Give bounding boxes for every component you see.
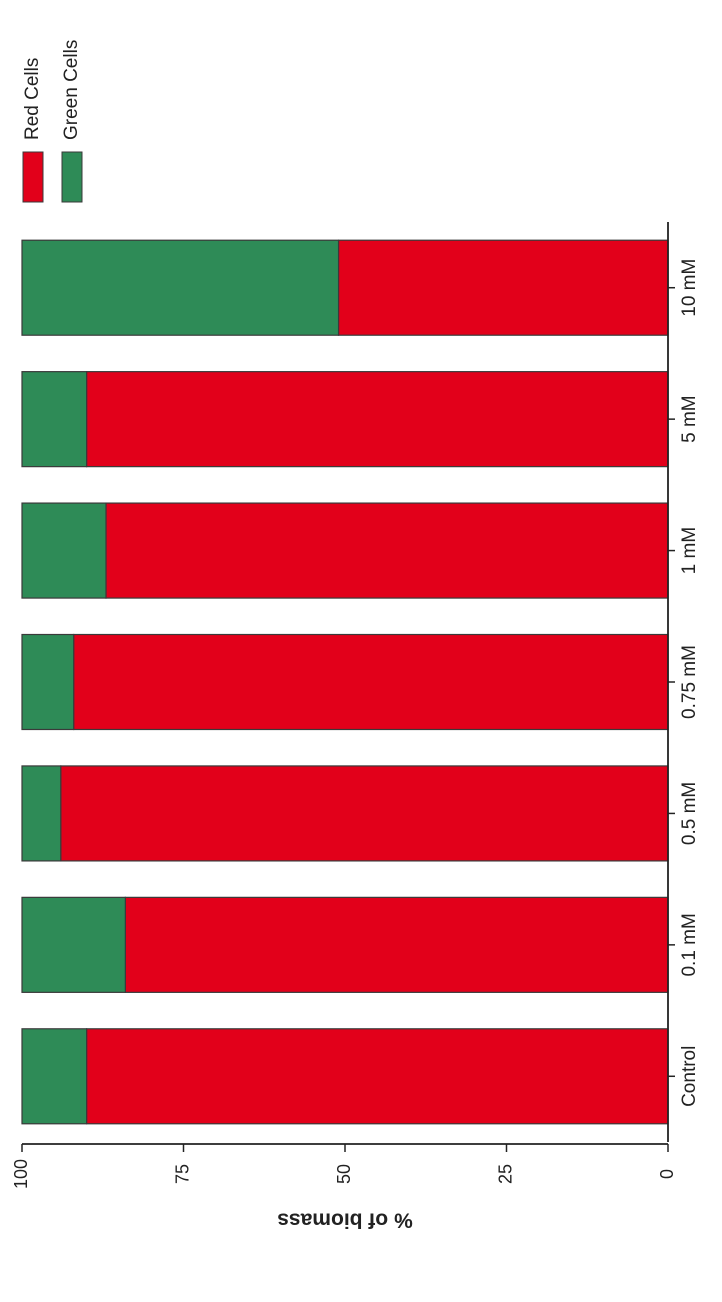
bar-red-cells-0-5-mm (60, 765, 669, 862)
bar-red-cells-5-mm (85, 371, 669, 468)
legend-swatch-green-cells (61, 151, 83, 203)
category-label: 0.5 mM (679, 782, 700, 845)
value-tick-label: 75 (172, 1164, 192, 1184)
bar-red-cells-10-mm (337, 239, 669, 336)
bar-green-cells-10-mm (21, 239, 340, 336)
legend-label-green-cells: Green Cells (61, 40, 82, 140)
bar-red-cells-0-75-mm (73, 633, 669, 731)
value-axis-title: % of biomass (277, 1208, 412, 1231)
bars-group (21, 239, 669, 1125)
bar-red-cells-0-1-mm (124, 896, 669, 993)
category-label: Control (679, 1046, 700, 1107)
legend-swatch-red-cells (22, 151, 44, 203)
value-tick-label: 100 (11, 1159, 31, 1189)
bar-green-cells-5-mm (21, 371, 88, 468)
bar-red-cells-1-mm (105, 502, 669, 599)
legend-label-red-cells: Red Cells (22, 58, 43, 140)
value-tick-label: 50 (334, 1164, 354, 1184)
legend: Red Cells Green Cells (22, 40, 83, 203)
bar-green-cells-0-5-mm (21, 765, 62, 862)
category-label: 1 mM (679, 527, 700, 575)
category-label: 0.75 mM (679, 645, 700, 719)
bar-green-cells-0-75-mm (21, 633, 75, 731)
bar-green-cells-control (21, 1028, 88, 1125)
bar-green-cells-1-mm (21, 502, 107, 599)
category-label: 0.1 mM (679, 913, 700, 976)
value-tick-label: 0 (657, 1169, 677, 1179)
bar-green-cells-0-1-mm (21, 896, 126, 993)
axes-group: Control 0.1 mM 0.5 mM 0.75 mM 1 mM 5 mM 10 mM 0… (11, 222, 700, 1231)
category-label: 5 mM (679, 395, 700, 443)
bar-red-cells-control (85, 1028, 669, 1125)
value-tick-label: 25 (495, 1164, 515, 1184)
category-label: 10 mM (679, 259, 700, 317)
